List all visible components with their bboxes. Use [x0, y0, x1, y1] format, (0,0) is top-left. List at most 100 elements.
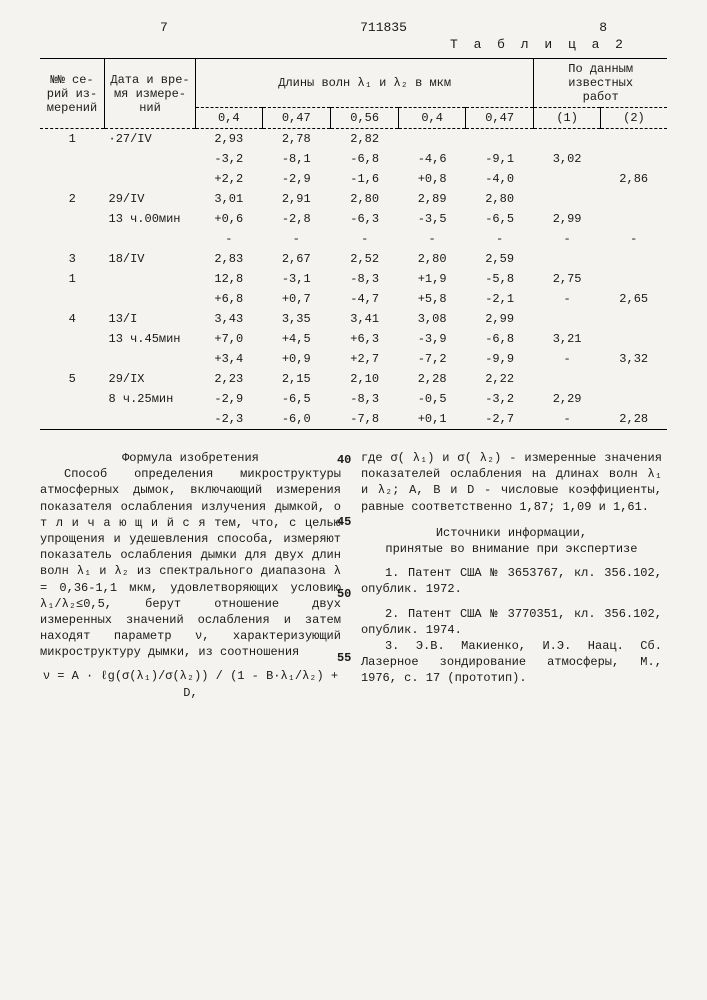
wl-047a: 0,47	[262, 108, 330, 129]
wl-04b: 0,4	[399, 108, 466, 129]
table-cell: -4,6	[399, 149, 466, 169]
table-cell: 29/IX	[105, 369, 196, 389]
table-cell: 2,10	[330, 369, 398, 389]
table-cell: 18/IV	[105, 249, 196, 269]
table-cell: -3,9	[399, 329, 466, 349]
table-cell	[600, 189, 667, 209]
table-cell	[40, 389, 105, 409]
table-cell: +6,3	[330, 329, 398, 349]
ref-2: (2)	[600, 108, 667, 129]
table-cell: -6,3	[330, 209, 398, 229]
table-cell: -	[399, 229, 466, 249]
table-cell: 2,23	[196, 369, 263, 389]
table-cell: 2,83	[196, 249, 263, 269]
table-cell	[105, 349, 196, 369]
table-cell: 2,29	[534, 389, 601, 409]
table-cell	[399, 129, 466, 150]
table-cell: 2,80	[330, 189, 398, 209]
table-cell: 3,43	[196, 309, 263, 329]
table-cell: -6,8	[465, 329, 533, 349]
table-cell	[40, 229, 105, 249]
table-cell: +7,0	[196, 329, 263, 349]
sources-title: Источники информации, принятые во вниман…	[361, 525, 662, 557]
table-cell: 8 ч.25мин	[105, 389, 196, 409]
table-cell: -7,2	[399, 349, 466, 369]
table-cell	[40, 209, 105, 229]
table-cell: 2,80	[465, 189, 533, 209]
table-cell: 2,93	[196, 129, 263, 150]
right-column: 40 45 50 55 где σ( λ₁) и σ( λ₂) - измере…	[361, 450, 662, 709]
table-cell	[600, 369, 667, 389]
table-cell: 2,52	[330, 249, 398, 269]
table-cell: 2,15	[262, 369, 330, 389]
table-cell: -8,3	[330, 389, 398, 409]
table-cell: +5,8	[399, 289, 466, 309]
table-cell: -6,5	[262, 389, 330, 409]
line-50: 50	[337, 586, 351, 602]
table-cell: 3,08	[399, 309, 466, 329]
table-cell	[534, 169, 601, 189]
table-cell: -9,9	[465, 349, 533, 369]
table-cell	[40, 409, 105, 430]
table-cell: 2,80	[399, 249, 466, 269]
table-cell	[600, 209, 667, 229]
table-row: 1·27/IV2,932,782,82	[40, 129, 667, 150]
table-cell: 2,89	[399, 189, 466, 209]
table-row: 413/I3,433,353,413,082,99	[40, 309, 667, 329]
table-cell	[105, 269, 196, 289]
table-cell: -	[196, 229, 263, 249]
table-cell	[600, 309, 667, 329]
table-cell: -0,5	[399, 389, 466, 409]
table-cell	[40, 329, 105, 349]
table-cell: -1,6	[330, 169, 398, 189]
table-cell: +1,9	[399, 269, 466, 289]
table-cell	[600, 249, 667, 269]
table-cell	[105, 169, 196, 189]
data-table: №№ се- рий из- мерений Дата и вре- мя из…	[40, 58, 667, 430]
reference-2: 2. Патент США № 3770351, кл. 356.102, оп…	[361, 606, 662, 638]
table-cell: -2,9	[262, 169, 330, 189]
table-cell: +4,5	[262, 329, 330, 349]
table-cell: -2,1	[465, 289, 533, 309]
table-cell	[40, 289, 105, 309]
wl-056: 0,56	[330, 108, 398, 129]
table-cell: 2,28	[600, 409, 667, 430]
wl-047b: 0,47	[465, 108, 533, 129]
table-cell: -2,9	[196, 389, 263, 409]
table-cell: -6,8	[330, 149, 398, 169]
table-cell: ·27/IV	[105, 129, 196, 150]
table-row: 229/IV3,012,912,802,892,80	[40, 189, 667, 209]
table-cell: 2,91	[262, 189, 330, 209]
table-row: 8 ч.25мин-2,9-6,5-8,3-0,5-3,22,29	[40, 389, 667, 409]
table-cell: -	[262, 229, 330, 249]
paragraph-2: где σ( λ₁) и σ( λ₂) - измеренные значени…	[361, 450, 662, 515]
table-body: 1·27/IV2,932,782,82-3,2-8,1-6,8-4,6-9,13…	[40, 129, 667, 430]
table-cell: -7,8	[330, 409, 398, 430]
table-cell: -3,2	[465, 389, 533, 409]
table-cell	[600, 269, 667, 289]
table-cell: 4	[40, 309, 105, 329]
table-cell: 2,75	[534, 269, 601, 289]
paragraph-1: Способ определения микроструктуры атмосф…	[40, 466, 341, 660]
table-cell	[105, 409, 196, 430]
table-cell: 13 ч.00мин	[105, 209, 196, 229]
table-cell: 3,21	[534, 329, 601, 349]
table-row: 318/IV2,832,672,522,802,59	[40, 249, 667, 269]
table-cell	[105, 149, 196, 169]
col-known: По данным известных работ	[534, 59, 667, 108]
table-cell: +0,9	[262, 349, 330, 369]
table-cell: -	[330, 229, 398, 249]
table-cell: -	[534, 289, 601, 309]
table-cell	[105, 229, 196, 249]
table-row: +2,2-2,9-1,6+0,8-4,02,86	[40, 169, 667, 189]
line-45: 45	[337, 514, 351, 530]
table-cell: 3	[40, 249, 105, 269]
table-row: -------	[40, 229, 667, 249]
table-cell	[534, 129, 601, 150]
table-cell: 13 ч.45мин	[105, 329, 196, 349]
table-row: +6,8+0,7-4,7+5,8-2,1-2,65	[40, 289, 667, 309]
wl-04a: 0,4	[196, 108, 263, 129]
table-cell: -	[600, 229, 667, 249]
table-cell: 3,01	[196, 189, 263, 209]
table-cell: 3,32	[600, 349, 667, 369]
